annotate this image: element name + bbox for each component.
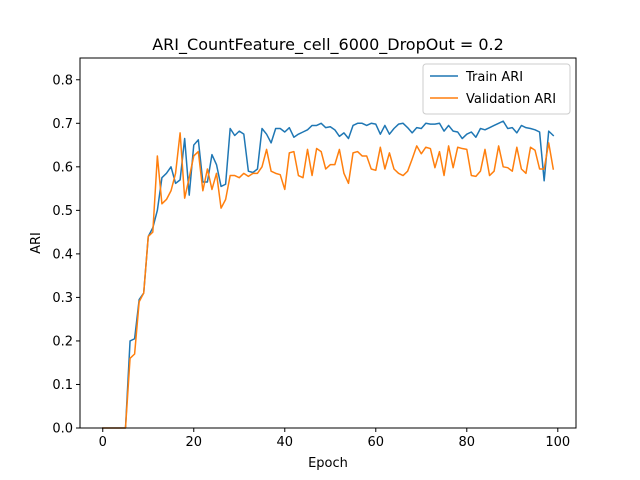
- legend-label-validation: Validation ARI: [466, 92, 556, 107]
- axis-ticks: 0 20 40 60 80 100 0.0 0.1 0.2 0.3 0.4 0.5 0.6 0.7 0.8: [52, 73, 570, 450]
- legend-label-train: Train ARI: [465, 70, 523, 85]
- x-tick-label: 20: [185, 435, 202, 450]
- y-tick-label: 0.6: [52, 160, 73, 175]
- x-tick-label: 80: [459, 435, 476, 450]
- y-tick-label: 0.2: [52, 334, 73, 349]
- y-tick-label: 0.1: [52, 378, 73, 393]
- x-axis-label: Epoch: [308, 456, 348, 471]
- validation-ari-line: [102, 132, 555, 429]
- y-tick-label: 0.5: [52, 204, 73, 219]
- plot-area: [102, 120, 555, 429]
- plot-frame: [79, 57, 577, 429]
- x-tick-label: 0: [99, 435, 107, 450]
- y-tick-label: 0.7: [52, 117, 73, 132]
- y-axis-label: ARI: [29, 232, 44, 254]
- y-tick-label: 0.3: [52, 291, 73, 306]
- train-ari-line: [102, 120, 555, 429]
- y-tick-label: 0.0: [52, 422, 73, 437]
- chart-title: ARI_CountFeature_cell_6000_DropOut = 0.2: [152, 35, 504, 55]
- legend-box: [422, 63, 571, 115]
- y-tick-label: 0.8: [52, 73, 73, 88]
- x-tick-label: 40: [276, 435, 293, 450]
- x-tick-label: 100: [545, 435, 570, 450]
- legend: Train ARI Validation ARI: [422, 63, 571, 115]
- x-tick-label: 60: [368, 435, 385, 450]
- y-tick-label: 0.4: [52, 247, 73, 262]
